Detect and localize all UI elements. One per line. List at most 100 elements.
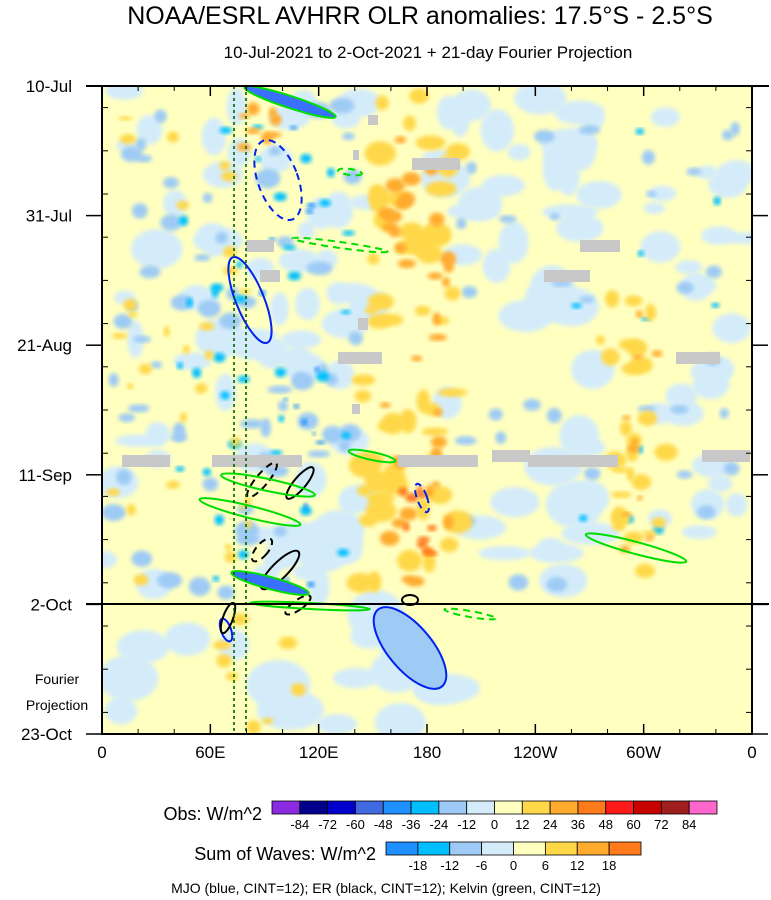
- anomaly-blob: [635, 128, 645, 135]
- anomaly-blob: [139, 265, 161, 279]
- anomaly-blob: [236, 142, 251, 152]
- missing-data-patch: [676, 352, 720, 364]
- kelvin-contour: [220, 472, 316, 498]
- anomaly-blob: [246, 102, 260, 116]
- x-tick-label: 0: [747, 743, 756, 762]
- obs-colorbar-swatch: [494, 800, 523, 815]
- anomaly-blob: [650, 107, 681, 127]
- anomaly-blob: [319, 199, 331, 207]
- anomaly-blob: [645, 535, 654, 542]
- anomaly-blob: [432, 312, 441, 326]
- anomaly-blob: [651, 517, 667, 528]
- obs-colorbar-level-label: -48: [374, 817, 393, 832]
- obs-colorbar-swatch: [549, 800, 579, 815]
- anomaly-blob: [117, 116, 133, 121]
- x-tick-label: 60E: [195, 743, 225, 762]
- missing-data-patch: [358, 318, 368, 330]
- anomaly-blob: [127, 404, 150, 413]
- anomaly-blob: [456, 217, 467, 230]
- anomaly-blob: [133, 335, 152, 343]
- kelvin-contour: [443, 607, 497, 621]
- waves-colorbar-level-label: -12: [440, 858, 459, 873]
- obs-colorbar-level-label: 84: [682, 817, 696, 832]
- anomaly-blob: [199, 322, 215, 331]
- missing-data-patch: [702, 450, 750, 462]
- anomaly-blob: [306, 261, 333, 276]
- waves-colorbar-level-label: -6: [476, 858, 488, 873]
- missing-data-patch: [492, 450, 530, 462]
- anomaly-blob: [648, 185, 677, 202]
- anomaly-blob: [359, 513, 378, 527]
- anomaly-blob: [346, 572, 375, 593]
- anomaly-blob: [254, 156, 262, 162]
- obs-colorbar-level-label: 48: [599, 817, 613, 832]
- anomaly-blob: [282, 244, 297, 251]
- anomaly-blob: [201, 117, 227, 156]
- anomaly-blob: [422, 550, 436, 573]
- anomaly-blob: [212, 575, 220, 582]
- obs-colorbar-swatch: [271, 800, 301, 815]
- missing-data-patch: [352, 404, 360, 414]
- anomaly-blob: [427, 272, 443, 280]
- anomaly-blob: [571, 302, 582, 309]
- anomaly-blob: [274, 367, 287, 378]
- wave-contours: [198, 86, 688, 690]
- anomaly-blob: [287, 271, 301, 281]
- anomaly-blob: [708, 475, 733, 492]
- anomaly-blob: [105, 86, 144, 100]
- anomaly-blob: [277, 400, 289, 412]
- anomaly-blob: [214, 514, 224, 526]
- waves-colorbar-level-label: 12: [570, 858, 584, 873]
- anomaly-blob: [632, 354, 643, 360]
- anomaly-blob: [611, 467, 630, 474]
- anomaly-blob: [723, 461, 740, 476]
- obs-colorbar-level-label: 0: [491, 817, 498, 832]
- anomaly-blob: [127, 311, 138, 318]
- anomaly-blob: [197, 299, 221, 318]
- x-tick-label: 0: [97, 743, 106, 762]
- anomaly-blob: [342, 230, 355, 236]
- anomaly-blob: [341, 132, 355, 141]
- anomaly-blob: [256, 689, 324, 731]
- anomaly-blob: [719, 408, 729, 419]
- anomaly-blob: [423, 223, 452, 247]
- anomaly-blob: [273, 192, 287, 202]
- anomaly-blob: [220, 391, 230, 400]
- anomaly-blob: [670, 404, 689, 414]
- anomaly-blob: [238, 113, 250, 119]
- obs-colorbar-swatch: [688, 800, 718, 815]
- anomaly-blob: [172, 422, 186, 442]
- anomaly-blob: [394, 136, 407, 144]
- anomaly-blob: [696, 165, 719, 180]
- anomaly-blob: [385, 178, 406, 193]
- anomaly-blob: [267, 385, 293, 394]
- anomaly-blob: [222, 246, 238, 258]
- waves-colorbar-swatch: [576, 841, 610, 856]
- anomaly-blob: [118, 413, 136, 423]
- anomaly-blob: [204, 350, 214, 360]
- anomaly-blob: [298, 221, 315, 240]
- missing-data-patch: [412, 158, 460, 170]
- obs-colorbar-level-label: 24: [543, 817, 557, 832]
- anomaly-blob: [219, 160, 231, 171]
- missing-data-patch: [338, 352, 382, 364]
- obs-colorbar-swatch: [633, 800, 662, 815]
- anomaly-blob: [398, 486, 408, 497]
- anomaly-blob: [401, 172, 421, 186]
- anomaly-blob: [329, 97, 355, 114]
- anomaly-blob: [348, 331, 364, 346]
- obs-colorbar-swatch: [382, 800, 412, 815]
- anomaly-blob: [301, 418, 308, 426]
- obs-colorbar-level-label: -24: [429, 817, 448, 832]
- anomaly-blob: [402, 522, 410, 532]
- anomaly-blob: [578, 514, 588, 522]
- anomaly-blob: [364, 141, 397, 166]
- waves-colorbar-swatch: [417, 841, 451, 856]
- anomaly-blob: [488, 408, 503, 421]
- anomaly-blob: [138, 363, 153, 375]
- waves-colorbar-level-label: 0: [510, 858, 517, 873]
- kelvin-contour: [337, 167, 363, 177]
- x-tick-label: 180: [413, 743, 441, 762]
- obs-colorbar-level-label: -60: [346, 817, 365, 832]
- anomaly-blob: [239, 504, 246, 511]
